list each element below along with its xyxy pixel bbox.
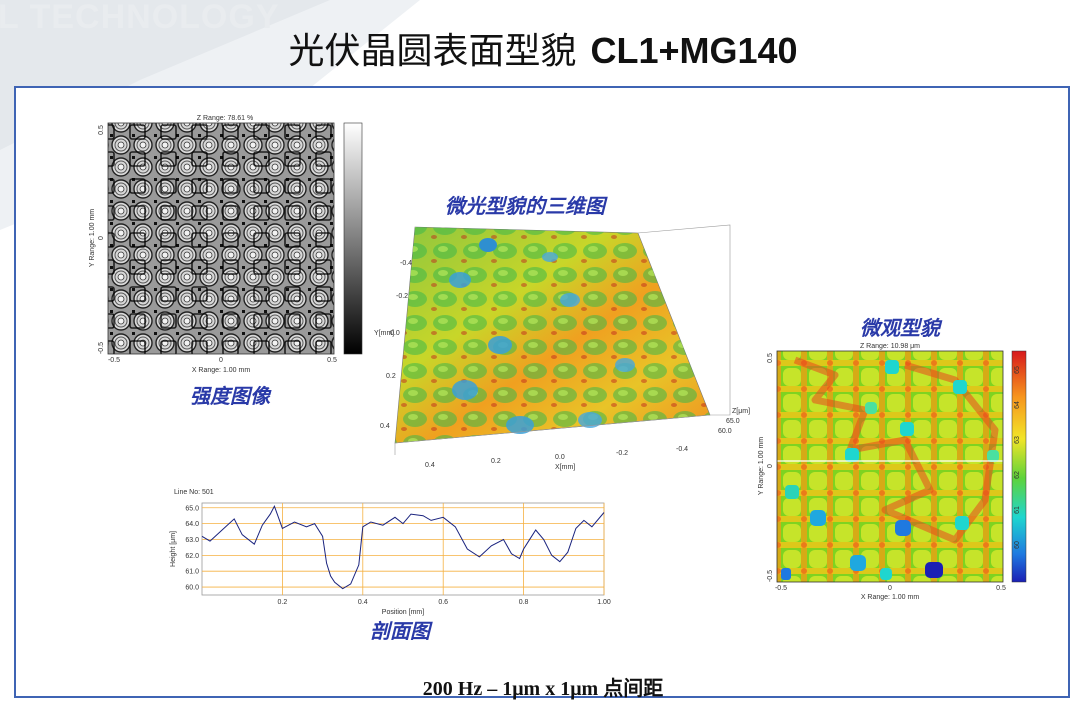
profile-chart: Line No: 501 60.0 61.0 62.0 63.0 64.0 65.0 0.2… xyxy=(170,489,611,616)
view3d-y-label: Y[mm] xyxy=(374,330,394,337)
view3d-x-label: X[mm] xyxy=(555,464,575,471)
profile-y-tick: 63.0 xyxy=(185,537,199,544)
profile-x-tick: 0.4 xyxy=(358,599,368,606)
intensity-y-range: Y Range: 1.00 mm xyxy=(89,209,96,267)
micro-z-range: Z Range: 10.98 μm xyxy=(860,343,920,350)
profile-x-tick: 1.00 xyxy=(597,599,611,606)
profile-series-line xyxy=(201,504,605,590)
intensity-z-range: Z Range: 78.61 % xyxy=(197,115,253,122)
profile-caption: 剖面图 xyxy=(370,619,430,643)
view3d-y-tick: -0.4 xyxy=(400,260,412,267)
intensity-colorbar xyxy=(343,122,363,355)
intensity-x-tick: -0.5 xyxy=(108,357,120,364)
view3d-x-tick: 0.0 xyxy=(555,454,565,461)
view3d-z-tick: 60.0 xyxy=(718,428,732,435)
profile-x-tick: 0.2 xyxy=(278,599,288,606)
view3d-z-tick: 65.0 xyxy=(726,418,740,425)
intensity-y-tick: 0.5 xyxy=(98,125,105,135)
micro-panel: Z Range: 10.98 μm 65 64 63 62 61 60 -0.5… xyxy=(758,343,1027,601)
micro-colorbar-tick: 60 xyxy=(1014,541,1021,549)
profile-line-no: Line No: 501 xyxy=(174,489,214,496)
micro-y-tick: -0.5 xyxy=(767,570,774,582)
micro-x-range: X Range: 1.00 mm xyxy=(861,594,920,601)
profile-y-tick: 61.0 xyxy=(185,569,199,576)
profile-x-label: Position [mm] xyxy=(382,609,424,616)
view3d-x-tick: -0.2 xyxy=(616,450,628,457)
view3d-caption: 微光型貌的三维图 xyxy=(445,194,605,218)
view3d-y-tick: 0.2 xyxy=(386,373,396,380)
micro-colorbar-tick: 64 xyxy=(1014,401,1021,409)
intensity-caption: 强度图像 xyxy=(190,384,270,408)
title-cn: 光伏晶圆表面型貌 xyxy=(288,31,577,72)
intensity-x-range: X Range: 1.00 mm xyxy=(192,367,251,374)
micro-y-tick: 0.5 xyxy=(767,353,774,363)
micro-y-tick: 0 xyxy=(767,464,774,468)
micro-colorbar xyxy=(1011,350,1027,583)
view3d-panel: -0.4 -0.2 0.0 0.2 0.4 Y[mm] 0.4 0.2 0.0 … xyxy=(374,224,750,471)
view3d-y-tick: 0.0 xyxy=(390,330,400,337)
profile-x-tick: 0.6 xyxy=(438,599,448,606)
micro-colorbar-tick: 63 xyxy=(1014,436,1021,444)
intensity-x-tick: 0.5 xyxy=(327,357,337,364)
resolution-note: 200 Hz – 1μm x 1μm 点间距 xyxy=(422,678,664,700)
profile-plot-area xyxy=(201,502,605,596)
intensity-y-tick: 0 xyxy=(98,236,105,240)
micro-pits xyxy=(781,360,999,580)
view3d-x-tick: 0.4 xyxy=(425,462,435,469)
profile-y-tick: 62.0 xyxy=(185,553,199,560)
profile-y-label: Height [μm] xyxy=(170,531,177,567)
view3d-x-tick: -0.4 xyxy=(676,446,688,453)
micro-colorbar-tick: 65 xyxy=(1014,366,1021,374)
micro-x-tick: 0 xyxy=(888,585,892,592)
micro-x-tick: 0.5 xyxy=(996,585,1006,592)
title-model: CL1+MG140 xyxy=(590,30,798,71)
intensity-image-panel: Z Range: 78.61 % -0.5 0 0.5 X Range: 1.0… xyxy=(89,115,363,374)
slide-title: 光伏晶圆表面型貌 CL1+MG140 xyxy=(0,22,1086,74)
view3d-z-label: Z[μm] xyxy=(732,408,750,415)
view3d-y-tick: -0.2 xyxy=(396,293,408,300)
micro-y-range: Y Range: 1.00 mm xyxy=(758,437,765,495)
intensity-y-tick: -0.5 xyxy=(98,342,105,354)
profile-x-tick: 0.8 xyxy=(519,599,529,606)
view3d-y-tick: 0.4 xyxy=(380,423,390,430)
watermark-text: L TECHNOLOGY xyxy=(0,0,280,36)
profile-y-tick: 64.0 xyxy=(185,521,199,528)
micro-caption: 微观型貌 xyxy=(860,316,940,340)
micro-colorbar-tick: 61 xyxy=(1014,506,1021,514)
intensity-x-tick: 0 xyxy=(219,357,223,364)
micro-colorbar-tick: 62 xyxy=(1014,471,1021,479)
micro-x-tick: -0.5 xyxy=(775,585,787,592)
profile-y-tick: 60.0 xyxy=(185,585,199,592)
profile-y-tick: 65.0 xyxy=(185,505,199,512)
view3d-x-tick: 0.2 xyxy=(491,458,501,465)
micro-image xyxy=(777,351,1003,582)
